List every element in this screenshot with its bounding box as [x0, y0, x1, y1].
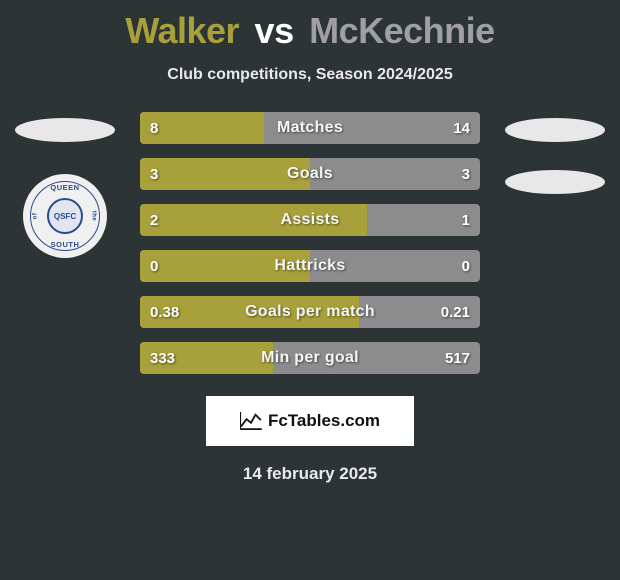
badge-text-top: QUEEN: [50, 183, 79, 192]
badge-text-right: the: [90, 211, 96, 222]
stat-label: Assists: [140, 204, 480, 236]
chart-icon: [240, 412, 262, 430]
stat-label: Min per goal: [140, 342, 480, 374]
vs-separator: vs: [255, 10, 294, 51]
stat-row: 333517Min per goal: [140, 342, 480, 374]
snapshot-date: 14 february 2025: [0, 464, 620, 484]
club-name-placeholder-right-1: [505, 118, 605, 142]
badge-text-left: of: [32, 213, 38, 220]
brand-name: FcTables.com: [268, 411, 380, 431]
brand-logo-box: FcTables.com: [206, 396, 414, 446]
stat-label: Goals per match: [140, 296, 480, 328]
stat-label: Goals: [140, 158, 480, 190]
subtitle: Club competitions, Season 2024/2025: [0, 66, 620, 84]
stat-label: Hattricks: [140, 250, 480, 282]
stat-row: 00Hattricks: [140, 250, 480, 282]
player2-name: McKechnie: [309, 10, 495, 51]
stat-row: 21Assists: [140, 204, 480, 236]
left-club-column: QUEEN SOUTH of the QSFC: [0, 112, 130, 258]
stat-row: 0.380.21Goals per match: [140, 296, 480, 328]
stat-row: 33Goals: [140, 158, 480, 190]
player1-name: Walker: [125, 10, 239, 51]
stats-bar-chart: 814Matches 33Goals 21Assists 00Hattricks 0.3…: [140, 112, 480, 374]
stat-row: 814Matches: [140, 112, 480, 144]
badge-text-bottom: SOUTH: [51, 240, 80, 249]
comparison-title: Walker vs McKechnie: [0, 0, 620, 52]
club-name-placeholder-left: [15, 118, 115, 142]
club-badge-queen-of-the-south: QUEEN SOUTH of the QSFC: [23, 174, 107, 258]
right-club-column: [490, 112, 620, 194]
content-area: QUEEN SOUTH of the QSFC 814Matches 33Goal…: [0, 112, 620, 374]
stat-label: Matches: [140, 112, 480, 144]
club-name-placeholder-right-2: [505, 170, 605, 194]
